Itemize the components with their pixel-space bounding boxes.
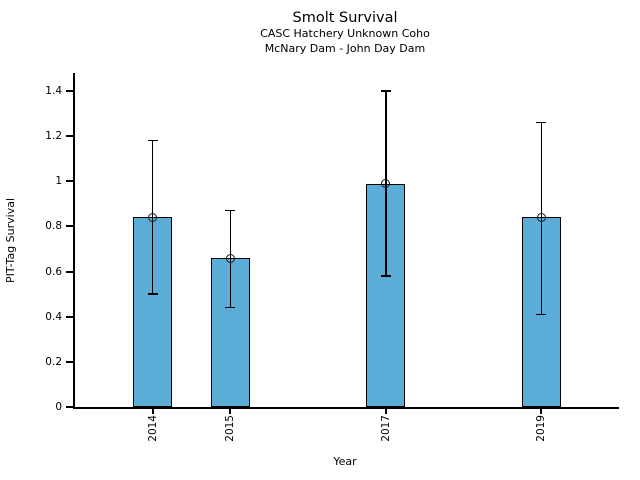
x-tick-label: 2014 (145, 415, 161, 442)
y-tick-label: 0.4 (18, 309, 62, 325)
x-tick-label: 2019 (533, 415, 549, 442)
y-tick (66, 180, 73, 182)
chart-subtitle-line-2: McNary Dam - John Day Dam (73, 42, 617, 55)
y-tick-label: 0.6 (18, 264, 62, 280)
y-tick (66, 406, 73, 408)
chart-figure: Smolt Survival CASC Hatchery Unknown Coh… (0, 0, 640, 480)
x-axis-label: Year (73, 455, 617, 468)
y-tick (66, 361, 73, 363)
chart-subtitle-line-1: CASC Hatchery Unknown Coho (73, 27, 617, 40)
y-tick-label: 1.4 (18, 83, 62, 99)
error-bar-cap-bottom (225, 307, 235, 309)
plot-area: 00.20.40.60.811.21.42014201520172019 (73, 73, 619, 409)
x-tick (385, 409, 387, 414)
y-tick (66, 135, 73, 137)
error-bar-cap-bottom (536, 314, 546, 316)
point-marker (226, 254, 235, 263)
error-bar-cap-top (381, 90, 391, 92)
y-tick-label: 1.2 (18, 128, 62, 144)
x-tick-label: 2017 (378, 415, 394, 442)
error-bar-cap-top (536, 122, 546, 124)
y-tick (66, 271, 73, 273)
error-bar-cap-bottom (148, 293, 158, 295)
x-tick-label: 2015 (222, 415, 238, 442)
error-bar-cap-top (225, 210, 235, 212)
point-marker (537, 213, 546, 222)
x-tick (152, 409, 154, 414)
y-tick (66, 225, 73, 227)
y-tick-label: 1 (18, 173, 62, 189)
y-tick (66, 316, 73, 318)
error-bar-cap-bottom (381, 275, 391, 277)
y-tick (66, 90, 73, 92)
x-tick (229, 409, 231, 414)
y-tick-label: 0 (18, 399, 62, 415)
chart-title: Smolt Survival (73, 10, 617, 26)
y-tick-label: 0.8 (18, 218, 62, 234)
x-tick (540, 409, 542, 414)
y-tick-label: 0.2 (18, 354, 62, 370)
error-bar-cap-top (148, 140, 158, 142)
